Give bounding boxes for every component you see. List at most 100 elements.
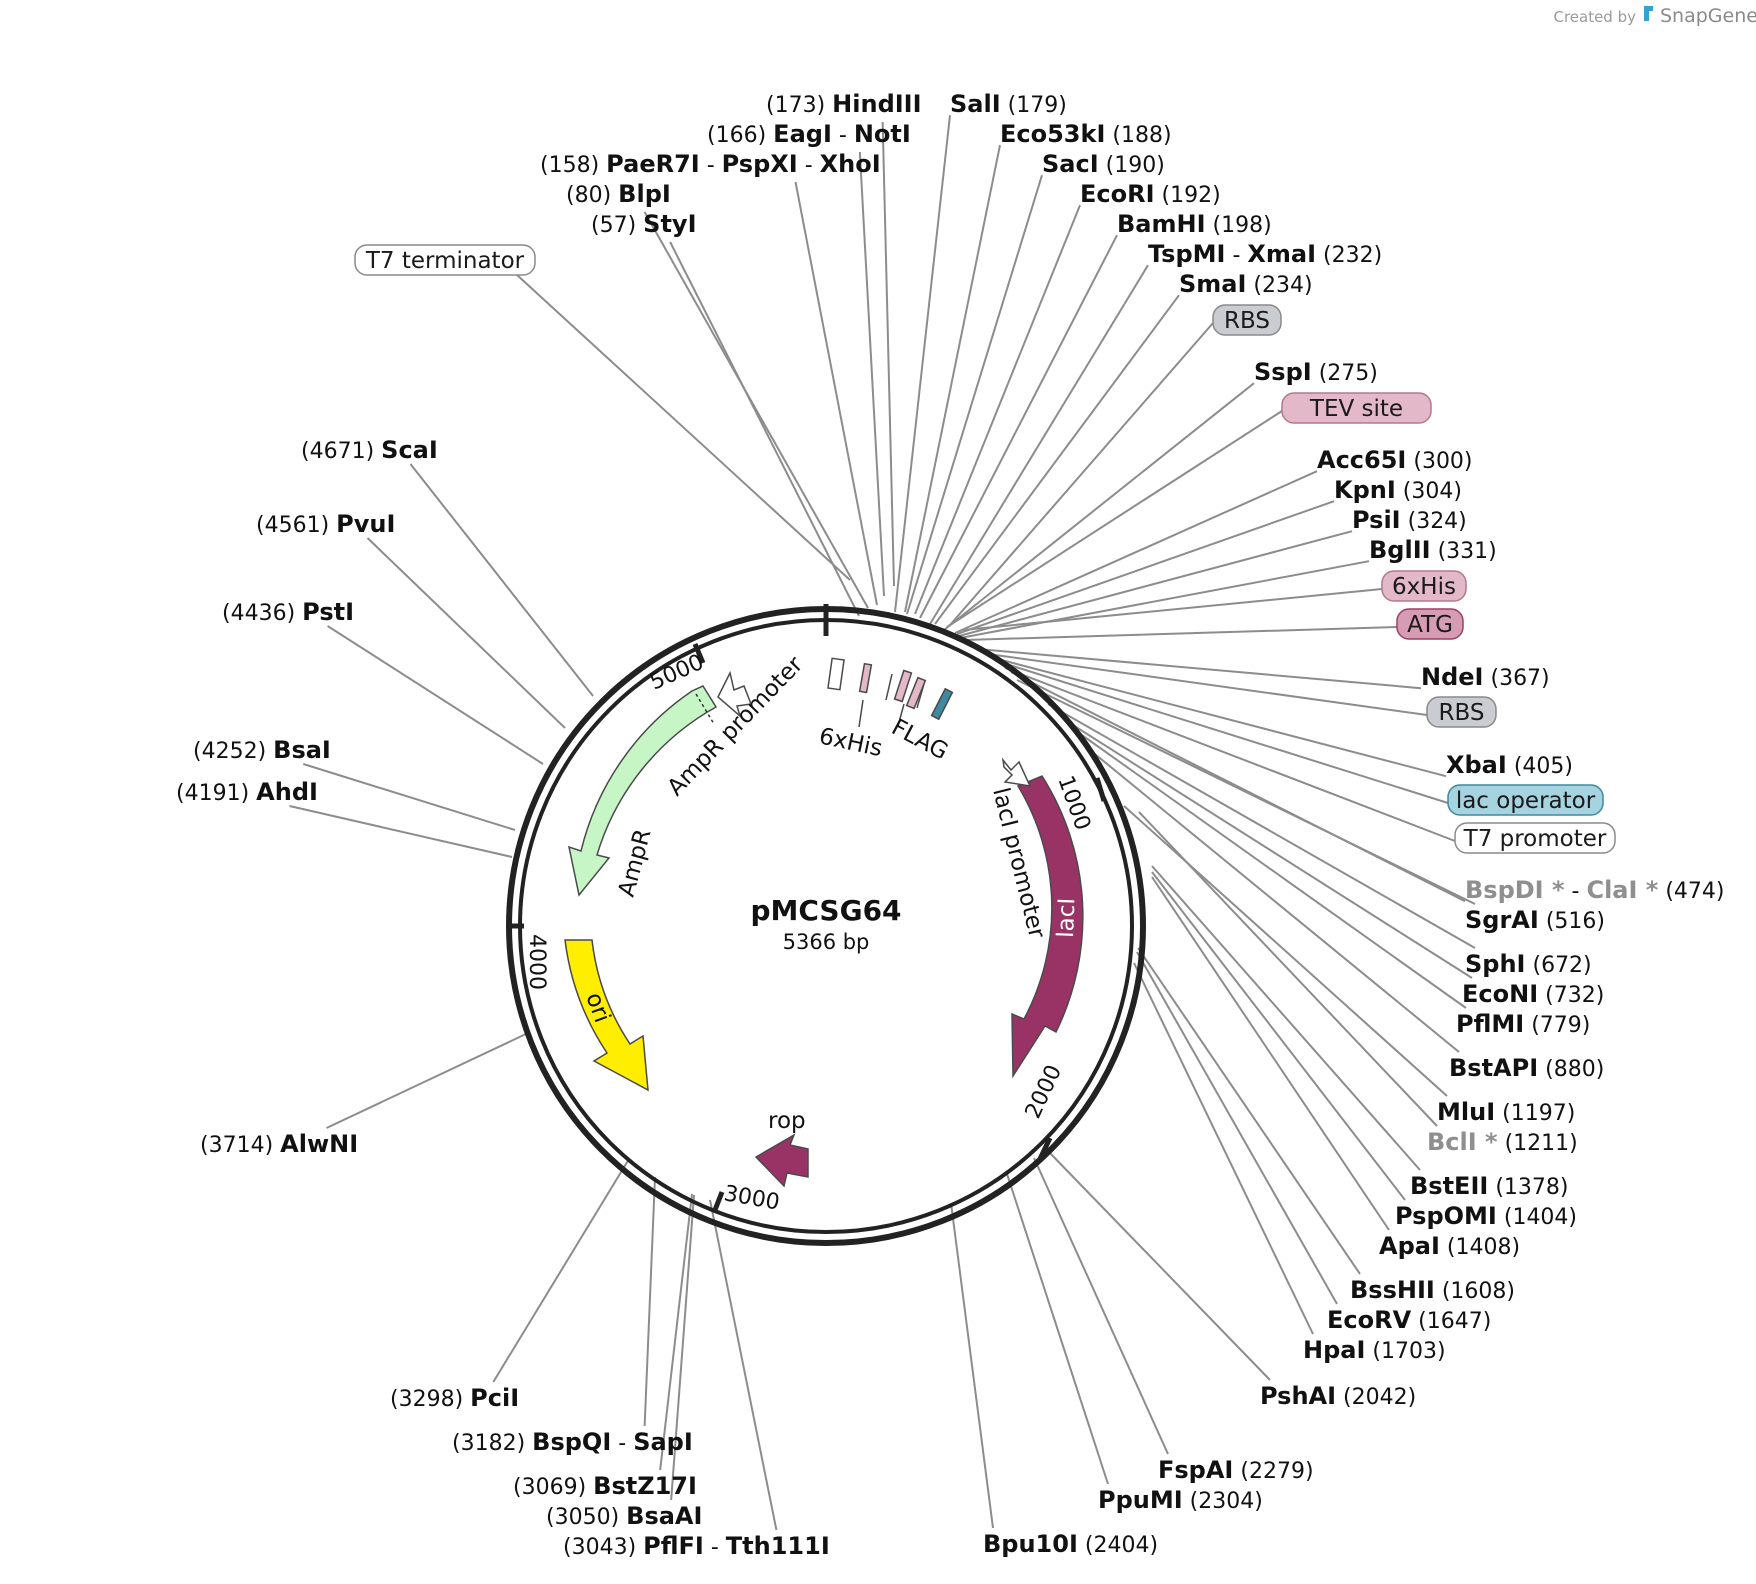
site-label-sgrai[interactable]: SgrAI (516) xyxy=(1465,906,1605,934)
site-label-bsaai[interactable]: (3050) BsaAI xyxy=(546,1502,702,1530)
feature-box-lac-operator[interactable]: lac operator xyxy=(1447,784,1604,816)
site-label-ahdi[interactable]: (4191) AhdI xyxy=(176,778,318,806)
site-label-bspdi[interactable]: BspDI * - ClaI * (474) xyxy=(1465,876,1725,904)
site-psii[interactable]: PsiI (324) xyxy=(1352,506,1467,534)
site-tspmi[interactable]: TspMI - XmaI (232) xyxy=(1148,240,1382,268)
site-ppumi[interactable]: PpuMI (2304) xyxy=(1098,1486,1263,1514)
site-eagi[interactable]: (166) EagI - NotI xyxy=(707,120,911,148)
site-label-hpai[interactable]: HpaI (1703) xyxy=(1303,1336,1446,1364)
feature-box-rbs[interactable]: RBS xyxy=(1426,696,1497,728)
site-label-smai[interactable]: SmaI (234) xyxy=(1179,270,1313,298)
laci-promoter-feature[interactable] xyxy=(1001,757,1032,787)
site-hindiii[interactable]: (173) HindIII xyxy=(766,90,922,118)
feature-box-tev-site[interactable]: TEV site xyxy=(1281,392,1432,424)
site-pflfi[interactable]: (3043) PflFI - Tth111I xyxy=(563,1532,830,1560)
site-bspdi[interactable]: BspDI * - ClaI * (474) xyxy=(1465,876,1725,904)
site-apai[interactable]: ApaI (1408) xyxy=(1379,1232,1520,1260)
site-scai[interactable]: (4671) ScaI xyxy=(301,436,438,464)
site-acc65i[interactable]: Acc65I (300) xyxy=(1317,446,1473,474)
site-label-psii[interactable]: PsiI (324) xyxy=(1352,506,1467,534)
site-label-bspqi[interactable]: (3182) BspQI - SapI xyxy=(452,1428,693,1456)
site-label-pvui[interactable]: (4561) PvuI xyxy=(256,510,395,538)
site-label-bsai[interactable]: (4252) BsaI xyxy=(193,736,331,764)
site-bstapi[interactable]: BstAPI (880) xyxy=(1449,1054,1604,1082)
site-econi[interactable]: EcoNI (732) xyxy=(1462,980,1604,1008)
site-psti[interactable]: (4436) PstI xyxy=(222,598,354,626)
site-label-mlui[interactable]: MluI (1197) xyxy=(1437,1098,1575,1126)
site-label-scai[interactable]: (4671) ScaI xyxy=(301,436,438,464)
site-label-bsteii[interactable]: BstEII (1378) xyxy=(1410,1172,1568,1200)
site-label-econi[interactable]: EcoNI (732) xyxy=(1462,980,1604,1008)
feature-box-rbs[interactable]: RBS xyxy=(1212,304,1282,336)
site-label-kpni[interactable]: KpnI (304) xyxy=(1334,476,1462,504)
site-bglii[interactable]: BglII (331) xyxy=(1369,536,1497,564)
site-label-bcli[interactable]: BclI * (1211) xyxy=(1427,1128,1578,1156)
feature-box-6xhis[interactable]: 6xHis xyxy=(1381,570,1467,602)
site-saci[interactable]: SacI (190) xyxy=(1042,150,1165,178)
ori-feature[interactable] xyxy=(564,939,649,1092)
site-sspi[interactable]: SspI (275) xyxy=(1254,358,1378,386)
feature-box-t7-terminator[interactable]: T7 terminator xyxy=(354,244,536,276)
site-label-bstapi[interactable]: BstAPI (880) xyxy=(1449,1054,1604,1082)
site-label-apai[interactable]: ApaI (1408) xyxy=(1379,1232,1520,1260)
site-label-ecorv[interactable]: EcoRV (1647) xyxy=(1327,1306,1491,1334)
site-label-bglii[interactable]: BglII (331) xyxy=(1369,536,1497,564)
site-label-saci[interactable]: SacI (190) xyxy=(1042,150,1165,178)
site-label-alwni[interactable]: (3714) AlwNI xyxy=(200,1130,358,1158)
lac-operator-feature[interactable] xyxy=(930,687,954,721)
site-ecorv[interactable]: EcoRV (1647) xyxy=(1327,1306,1491,1334)
site-label-pshai[interactable]: PshAI (2042) xyxy=(1260,1382,1416,1410)
site-label-xbai[interactable]: XbaI (405) xyxy=(1446,751,1573,779)
site-label-tspmi[interactable]: TspMI - XmaI (232) xyxy=(1148,240,1382,268)
site-label-pflfi[interactable]: (3043) PflFI - Tth111I xyxy=(563,1532,830,1560)
his-tag-feature[interactable] xyxy=(858,662,873,694)
site-label-pcii[interactable]: (3298) PciI xyxy=(390,1384,519,1412)
site-alwni[interactable]: (3714) AlwNI xyxy=(200,1130,358,1158)
site-label-acc65i[interactable]: Acc65I (300) xyxy=(1317,446,1473,474)
site-mlui[interactable]: MluI (1197) xyxy=(1437,1098,1575,1126)
site-kpni[interactable]: KpnI (304) xyxy=(1334,476,1462,504)
flag-feature-1[interactable] xyxy=(893,669,913,703)
site-label-bsshii[interactable]: BssHII (1608) xyxy=(1350,1276,1515,1304)
site-label-psti[interactable]: (4436) PstI xyxy=(222,598,354,626)
site-label-sali[interactable]: SalI (179) xyxy=(950,90,1067,118)
site-bsteii[interactable]: BstEII (1378) xyxy=(1410,1172,1568,1200)
site-label-fspai[interactable]: FspAI (2279) xyxy=(1158,1456,1314,1484)
site-smai[interactable]: SmaI (234) xyxy=(1179,270,1313,298)
site-fspai[interactable]: FspAI (2279) xyxy=(1158,1456,1314,1484)
site-label-eco53ki[interactable]: Eco53kI (188) xyxy=(1000,120,1172,148)
site-pspomi[interactable]: PspOMI (1404) xyxy=(1395,1202,1577,1230)
site-bsshii[interactable]: BssHII (1608) xyxy=(1350,1276,1515,1304)
ampr-feature[interactable] xyxy=(567,685,718,897)
site-label-ecori[interactable]: EcoRI (192) xyxy=(1080,180,1221,208)
site-label-bpu10i[interactable]: Bpu10I (2404) xyxy=(983,1530,1158,1558)
site-ahdi[interactable]: (4191) AhdI xyxy=(176,778,318,806)
t7-terminator-feature[interactable] xyxy=(827,657,845,691)
site-bsai[interactable]: (4252) BsaI xyxy=(193,736,331,764)
site-label-blpi[interactable]: (80) BlpI xyxy=(566,180,671,208)
site-bstz17i[interactable]: (3069) BstZ17I xyxy=(513,1472,697,1500)
site-label-ndei[interactable]: NdeI (367) xyxy=(1421,663,1550,691)
site-label-pspomi[interactable]: PspOMI (1404) xyxy=(1395,1202,1577,1230)
site-bamhi[interactable]: BamHI (198) xyxy=(1117,210,1272,238)
site-label-hindiii[interactable]: (173) HindIII xyxy=(766,90,922,118)
site-label-bstz17i[interactable]: (3069) BstZ17I xyxy=(513,1472,697,1500)
ampr-promoter-feature[interactable] xyxy=(717,670,753,719)
site-sgrai[interactable]: SgrAI (516) xyxy=(1465,906,1605,934)
site-styi[interactable]: (57) StyI xyxy=(591,210,697,238)
site-label-eagi[interactable]: (166) EagI - NotI xyxy=(707,120,911,148)
site-hpai[interactable]: HpaI (1703) xyxy=(1303,1336,1446,1364)
site-label-sphi[interactable]: SphI (672) xyxy=(1465,950,1592,978)
site-sali[interactable]: SalI (179) xyxy=(950,90,1067,118)
site-pcii[interactable]: (3298) PciI xyxy=(390,1384,519,1412)
site-blpi[interactable]: (80) BlpI xyxy=(566,180,671,208)
site-bcli[interactable]: BclI * (1211) xyxy=(1427,1128,1578,1156)
site-pshai[interactable]: PshAI (2042) xyxy=(1260,1382,1416,1410)
site-pvui[interactable]: (4561) PvuI xyxy=(256,510,395,538)
site-ndei[interactable]: NdeI (367) xyxy=(1421,663,1550,691)
site-eco53ki[interactable]: Eco53kI (188) xyxy=(1000,120,1172,148)
feature-box-t7-promoter[interactable]: T7 promoter xyxy=(1454,822,1616,854)
site-bpu10i[interactable]: Bpu10I (2404) xyxy=(983,1530,1158,1558)
site-bsaai[interactable]: (3050) BsaAI xyxy=(546,1502,702,1530)
feature-box-atg[interactable]: ATG xyxy=(1396,608,1464,640)
